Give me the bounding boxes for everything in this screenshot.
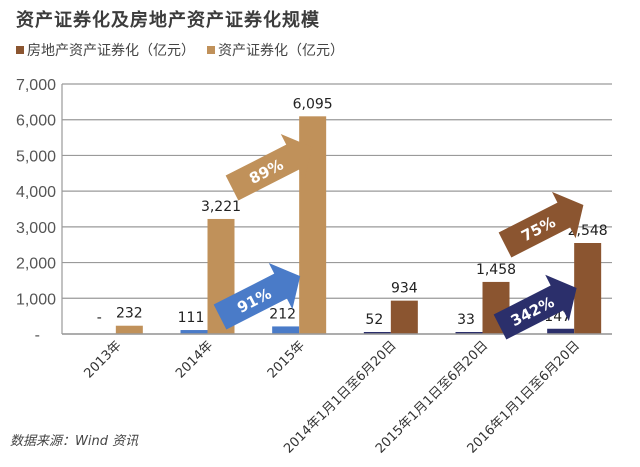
y-tick-label: 4,000 (16, 184, 56, 201)
bar-value-label: - (97, 310, 102, 326)
chart-legend: 房地产资产证券化（亿元） 资产证券化（亿元） (16, 40, 352, 60)
bar-value-label: 6,095 (293, 96, 333, 112)
y-tick-label: 5,000 (16, 148, 56, 165)
x-tick-label: 2015年 (265, 338, 308, 381)
bar-value-label: 111 (178, 310, 205, 326)
y-tick-label: 2,000 (16, 256, 56, 273)
y-tick-label: 1,000 (16, 291, 56, 308)
bar-value-label: 212 (269, 306, 296, 322)
bar-value-label: 1,458 (476, 262, 516, 278)
legend-item-abs: 资产证券化（亿元） (207, 40, 344, 60)
legend-swatch-tan (207, 46, 215, 54)
bar-value-label: 33 (457, 312, 475, 328)
bar-abs (115, 325, 143, 334)
chart-title: 资产证券化及房地产资产证券化规模 (16, 10, 320, 31)
legend-label: 房地产资产证券化（亿元） (27, 43, 195, 59)
bar-abs (574, 243, 602, 334)
bar-value-label: 232 (116, 306, 143, 322)
bar-real-estate-abs (180, 330, 208, 334)
y-tick-label: - (35, 327, 40, 344)
bar-real-estate-abs (547, 328, 575, 334)
legend-swatch-brown (16, 46, 24, 54)
bar-real-estate-abs (363, 332, 391, 334)
y-tick-label: 3,000 (16, 220, 56, 237)
bar-value-label: 52 (365, 312, 383, 328)
bar-abs (390, 300, 418, 334)
bar-real-estate-abs (455, 332, 483, 334)
legend-label: 资产证券化（亿元） (218, 43, 344, 59)
y-tick-label: 6,000 (16, 113, 56, 130)
data-source: 数据来源：Wind 资讯 (10, 434, 139, 449)
bar-value-label: 3,221 (201, 199, 241, 215)
x-tick-label: 2014年 (173, 338, 216, 381)
bar-value-label: 934 (391, 281, 418, 297)
bar-real-estate-abs (272, 326, 300, 334)
legend-item-real-estate-abs: 房地产资产证券化（亿元） (16, 40, 195, 60)
x-tick-label: 2013年 (81, 338, 124, 381)
y-tick-label: 7,000 (16, 77, 56, 94)
